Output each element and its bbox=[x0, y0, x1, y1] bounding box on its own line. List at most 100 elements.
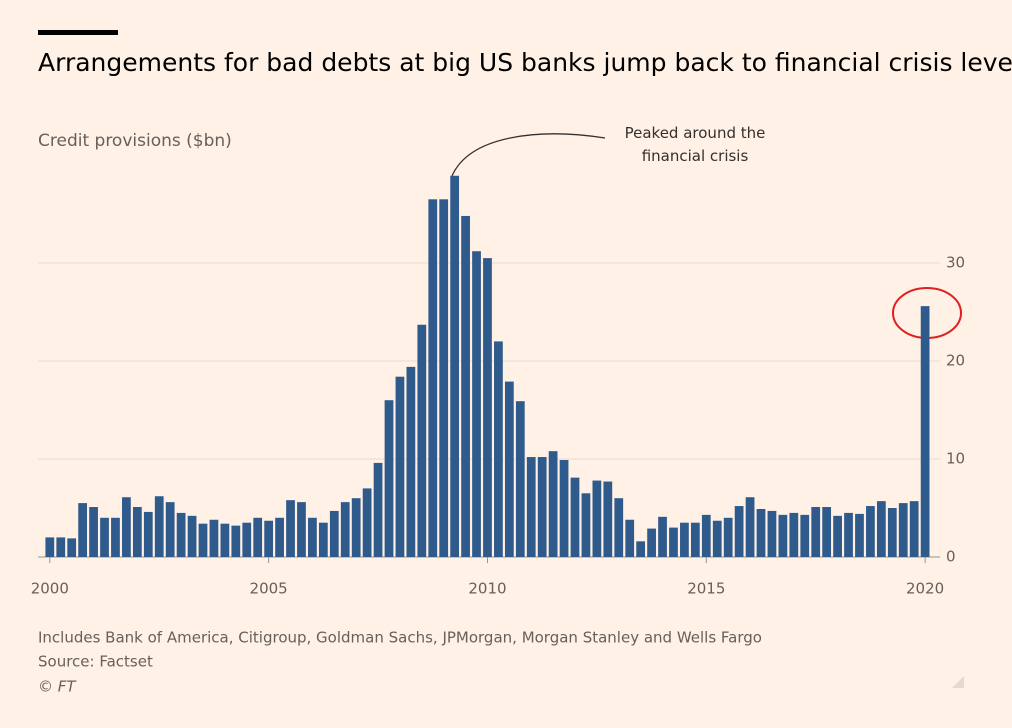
bar bbox=[176, 512, 186, 557]
bar bbox=[439, 199, 449, 558]
bar bbox=[504, 381, 514, 557]
bar bbox=[297, 502, 306, 557]
bar bbox=[636, 541, 646, 557]
bar bbox=[78, 503, 88, 557]
bar bbox=[253, 517, 263, 557]
bar bbox=[603, 481, 613, 557]
bar bbox=[789, 512, 799, 557]
bar bbox=[778, 514, 788, 557]
annotation: Peaked around the financial crisis bbox=[624, 124, 766, 165]
bar bbox=[701, 514, 711, 557]
bar bbox=[625, 519, 635, 557]
bar bbox=[800, 514, 810, 557]
bar bbox=[143, 511, 153, 557]
bar bbox=[690, 522, 700, 557]
y-tick-label: 30 bbox=[946, 254, 965, 272]
bar bbox=[570, 477, 580, 557]
x-tick-label: 2005 bbox=[250, 580, 288, 598]
bar bbox=[56, 537, 66, 557]
bar bbox=[154, 496, 164, 557]
bar bbox=[833, 515, 842, 557]
bar bbox=[122, 497, 131, 557]
bar bbox=[461, 215, 470, 557]
brand-bar bbox=[38, 30, 118, 35]
bar bbox=[669, 527, 678, 557]
bar bbox=[231, 525, 241, 557]
bar bbox=[658, 516, 667, 557]
bar bbox=[745, 497, 755, 557]
bar bbox=[89, 507, 98, 557]
bar bbox=[165, 502, 175, 557]
bar bbox=[515, 401, 525, 557]
bar bbox=[559, 459, 569, 557]
bar bbox=[855, 513, 864, 557]
x-tick-label: 2010 bbox=[468, 580, 506, 598]
bar bbox=[592, 480, 602, 557]
bar bbox=[822, 507, 832, 557]
bar bbox=[428, 199, 438, 558]
bar bbox=[417, 324, 427, 557]
bar bbox=[548, 451, 558, 557]
x-tick-label: 2000 bbox=[31, 580, 69, 598]
bar bbox=[898, 503, 908, 557]
bar bbox=[209, 519, 219, 557]
bar bbox=[340, 502, 350, 557]
bar bbox=[756, 508, 766, 557]
bar bbox=[526, 457, 536, 557]
bar bbox=[308, 517, 317, 557]
bar bbox=[614, 498, 624, 557]
bar bbox=[712, 520, 722, 557]
bar bbox=[351, 498, 361, 557]
bar bbox=[581, 493, 591, 557]
y-tick-label: 20 bbox=[946, 352, 965, 370]
source: Source: Factset bbox=[38, 653, 153, 671]
bar bbox=[384, 400, 394, 557]
bar bbox=[132, 507, 142, 557]
bar bbox=[395, 376, 405, 557]
bar bbox=[472, 251, 481, 558]
bar bbox=[45, 537, 55, 557]
bar bbox=[647, 528, 656, 557]
bar bbox=[264, 520, 274, 557]
note: Includes Bank of America, Citigroup, Gol… bbox=[38, 629, 762, 647]
bar bbox=[318, 522, 328, 557]
bar bbox=[362, 488, 372, 557]
bar bbox=[286, 500, 295, 557]
bar bbox=[844, 512, 853, 557]
bar bbox=[198, 523, 208, 557]
bar bbox=[866, 506, 875, 557]
y-tick-label: 0 bbox=[946, 548, 956, 566]
bar bbox=[723, 517, 733, 557]
x-tick-label: 2020 bbox=[906, 580, 944, 598]
bar bbox=[920, 306, 930, 557]
bar bbox=[909, 501, 919, 557]
bar bbox=[242, 522, 252, 557]
bar bbox=[329, 510, 339, 557]
bar bbox=[373, 462, 383, 557]
bar bbox=[767, 510, 777, 557]
chart-title: Arrangements for bad debts at big US ban… bbox=[38, 48, 1012, 77]
chart-subtitle: Credit provisions ($bn) bbox=[38, 131, 232, 151]
bar bbox=[220, 523, 230, 557]
bar bbox=[187, 515, 197, 557]
bar bbox=[887, 508, 897, 557]
bar bbox=[680, 522, 689, 557]
x-tick-label: 2015 bbox=[687, 580, 725, 598]
annotation-arrow bbox=[451, 133, 606, 177]
bar bbox=[111, 517, 120, 557]
bar bbox=[876, 501, 886, 557]
bar bbox=[494, 341, 503, 557]
bar bbox=[100, 517, 109, 557]
bar bbox=[537, 457, 547, 557]
bar bbox=[811, 507, 821, 557]
bar bbox=[734, 506, 744, 557]
bar bbox=[483, 258, 492, 557]
bar bbox=[406, 366, 416, 557]
credit: © FT bbox=[38, 678, 77, 696]
resize-grip bbox=[952, 676, 964, 688]
y-tick-label: 10 bbox=[946, 450, 965, 468]
bar bbox=[275, 517, 284, 557]
